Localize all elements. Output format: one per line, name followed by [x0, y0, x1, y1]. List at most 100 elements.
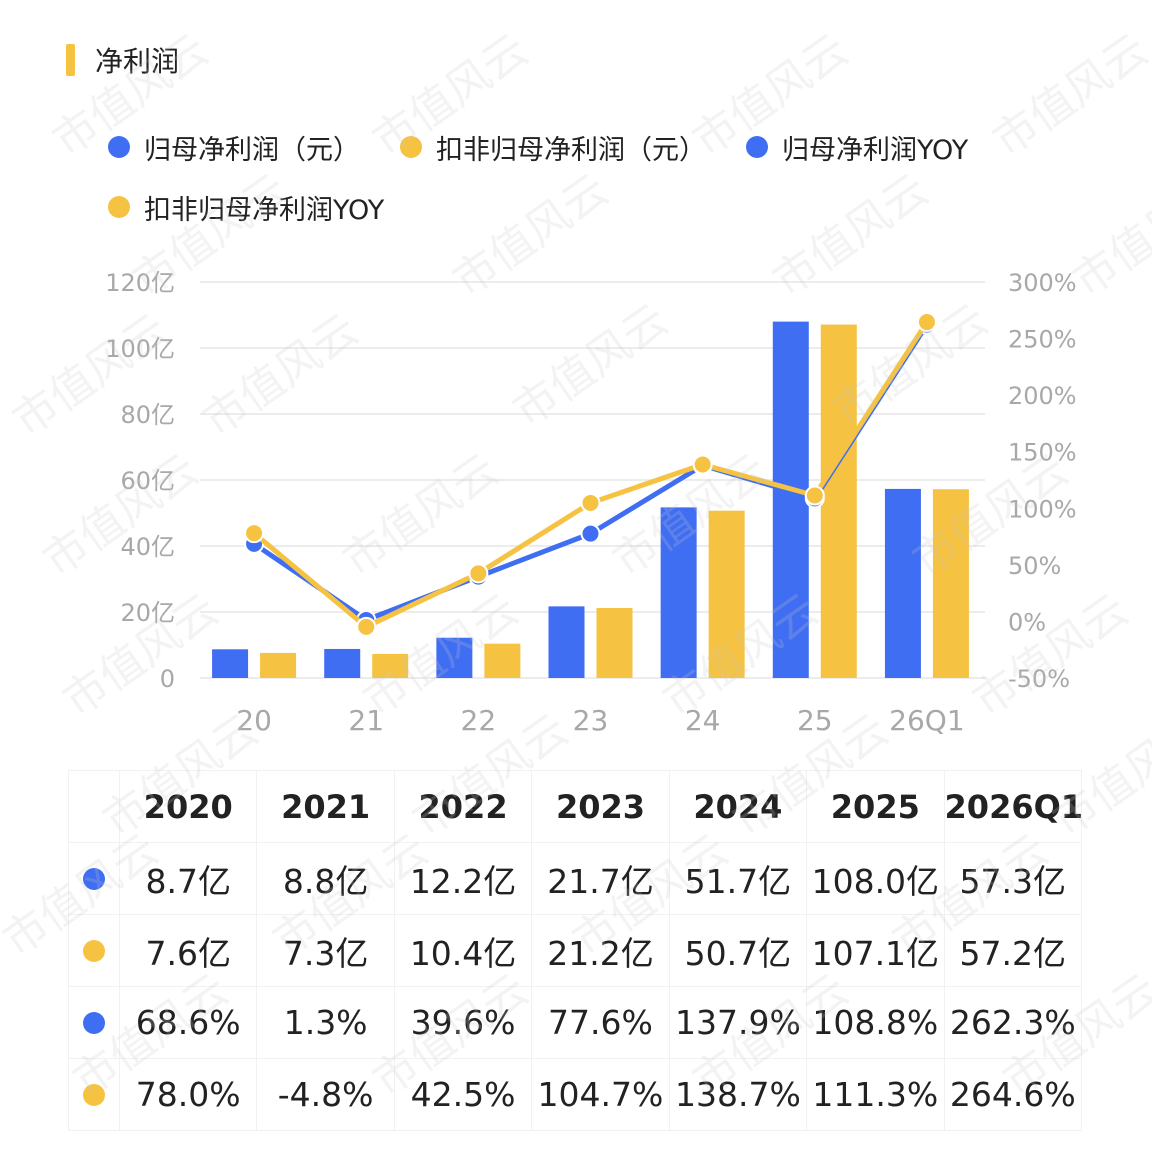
table-cell: 57.2亿: [943, 914, 1083, 987]
x-tick-label: 22: [461, 704, 497, 737]
table-cell: 7.6亿: [118, 914, 258, 987]
line-point: [692, 454, 713, 475]
bar: [548, 606, 585, 678]
chart-legend: 归母净利润（元） 扣非归母净利润（元） 归母净利润YOY 扣非归母净利润YOY: [108, 125, 1088, 245]
legend-item-deducted-net-profit[interactable]: 扣非归母净利润（元）: [400, 128, 706, 167]
table-cell: 111.3%: [806, 1058, 945, 1131]
table-cell: 138.7%: [668, 1058, 808, 1131]
table-cell: 21.2亿: [531, 914, 670, 987]
table-header-cell: 2023: [531, 770, 670, 843]
table-cell: 68.6%: [118, 986, 258, 1059]
data-table: 2020 2021 2022 2023 2024 2025 2026Q1 8.7…: [68, 770, 1083, 1131]
table-cell: 137.9%: [668, 986, 808, 1059]
legend-label: 扣非归母净利润YOY: [144, 194, 385, 226]
table-cell: 104.7%: [531, 1058, 670, 1131]
y-right-tick-label: 150%: [1008, 439, 1077, 467]
legend-item-net-profit-yoy[interactable]: 归母净利润YOY: [746, 128, 968, 167]
bar: [212, 649, 249, 678]
table-cell: 77.6%: [531, 986, 670, 1059]
table-cell: -4.8%: [256, 1058, 395, 1131]
row-marker: [68, 1058, 120, 1131]
table-cell: 42.5%: [393, 1058, 533, 1131]
table-row: 78.0% -4.8% 42.5% 104.7% 138.7% 111.3% 2…: [68, 1058, 1083, 1131]
line-point: [916, 312, 937, 333]
legend-item-net-profit[interactable]: 归母净利润（元）: [108, 128, 360, 167]
table-header-row: 2020 2021 2022 2023 2024 2025 2026Q1: [68, 770, 1083, 843]
x-tick-label: 25: [797, 704, 833, 737]
table-cell: 7.3亿: [256, 914, 395, 987]
table-cell: 39.6%: [393, 986, 533, 1059]
line-point: [804, 485, 825, 506]
table-row: 68.6% 1.3% 39.6% 77.6% 137.9% 108.8% 262…: [68, 986, 1083, 1059]
y-left-tick-label: 80亿: [120, 401, 175, 429]
x-tick-label: 26Q1: [889, 704, 964, 737]
blue-dot-icon: [83, 868, 105, 890]
y-left-tick-label: 100亿: [105, 335, 175, 363]
row-marker: [68, 842, 120, 915]
line-point: [468, 563, 489, 584]
table-cell: 107.1亿: [806, 914, 945, 987]
x-tick-label: 23: [573, 704, 609, 737]
legend-label: 扣非归母净利润（元）: [436, 134, 706, 166]
y-right-tick-label: -50%: [1008, 665, 1070, 693]
table-header-cell: 2021: [256, 770, 395, 843]
bar: [596, 608, 633, 678]
table-header-cell: 2022: [393, 770, 533, 843]
bar: [324, 648, 361, 678]
legend-dot-icon: [108, 136, 130, 158]
table-cell: 21.7亿: [531, 842, 670, 915]
table-row: 7.6亿 7.3亿 10.4亿 21.2亿 50.7亿 107.1亿 57.2亿: [68, 914, 1083, 987]
line-point: [356, 616, 377, 637]
x-tick-label: 21: [348, 704, 384, 737]
table-row: 8.7亿 8.8亿 12.2亿 21.7亿 51.7亿 108.0亿 57.3亿: [68, 842, 1083, 915]
table-cell: 1.3%: [256, 986, 395, 1059]
table-header-cell: 2025: [806, 770, 945, 843]
y-right-tick-label: 200%: [1008, 382, 1077, 410]
table-cell: 10.4亿: [393, 914, 533, 987]
legend-label: 归母净利润（元）: [144, 134, 360, 166]
net-profit-chart: 0 20亿 40亿 60亿 80亿 100亿 120亿 -50% 0% 50% 100% 150% 20…: [105, 269, 1077, 737]
table-cell: 108.0亿: [806, 842, 945, 915]
bar: [772, 321, 809, 678]
table-cell: 12.2亿: [393, 842, 533, 915]
bar: [484, 643, 521, 678]
y-left-tick-label: 40亿: [120, 533, 175, 561]
table-cell: 51.7亿: [668, 842, 808, 915]
line-point: [244, 523, 265, 544]
bar: [820, 324, 857, 678]
y-left-tick-label: 120亿: [105, 269, 175, 297]
table-cell: 264.6%: [943, 1058, 1083, 1131]
section-title: 净利润: [95, 45, 180, 78]
bar: [372, 653, 409, 678]
y-left-tick-label: 0: [160, 665, 175, 693]
bar: [932, 489, 969, 678]
header-accent-bar: [66, 44, 75, 76]
table-cell: 8.7亿: [118, 842, 258, 915]
y-right-tick-label: 50%: [1008, 552, 1061, 580]
legend-item-deducted-net-profit-yoy[interactable]: 扣非归母净利润YOY: [108, 188, 384, 227]
yellow-dot-icon: [83, 1084, 105, 1106]
table-cell: 57.3亿: [943, 842, 1083, 915]
table-cell: 50.7亿: [668, 914, 808, 987]
legend-label: 归母净利润YOY: [782, 134, 969, 166]
table-header-cell: 2024: [668, 770, 808, 843]
legend-row-1: 归母净利润（元） 扣非归母净利润（元） 归母净利润YOY: [108, 125, 1088, 169]
row-marker: [68, 914, 120, 987]
table-cell: 262.3%: [943, 986, 1083, 1059]
legend-dot-icon: [108, 196, 130, 218]
line-point: [580, 523, 601, 544]
legend-dot-icon: [746, 136, 768, 158]
y-right-tick-label: 0%: [1008, 608, 1046, 636]
y-right-tick-label: 100%: [1008, 495, 1077, 523]
table-header-cell: 2020: [118, 770, 258, 843]
table-cell: 108.8%: [806, 986, 945, 1059]
bar: [708, 510, 745, 678]
table-cell: 8.8亿: [256, 842, 395, 915]
bar: [260, 652, 297, 678]
x-tick-label: 20: [236, 704, 272, 737]
y-right-tick-label: 300%: [1008, 269, 1077, 297]
x-tick-label: 24: [685, 704, 721, 737]
line-point: [580, 492, 601, 513]
bar: [660, 507, 697, 678]
y-left-tick-label: 60亿: [120, 467, 175, 495]
